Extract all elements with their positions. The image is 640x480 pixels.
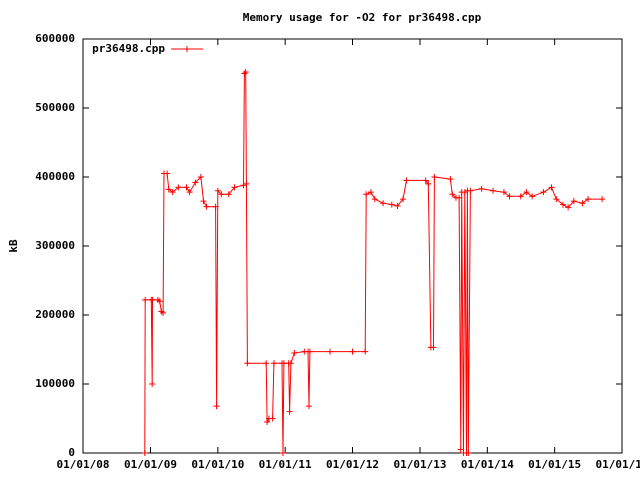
y-tick-label: 300000 <box>35 239 75 252</box>
x-tick-label: 01/01/13 <box>394 458 447 471</box>
data-point <box>183 184 190 191</box>
data-point <box>156 298 163 305</box>
data-point <box>203 203 210 210</box>
y-axis-label: kB <box>7 239 20 253</box>
data-point <box>467 187 474 194</box>
data-point <box>270 360 277 367</box>
data-point <box>449 191 456 198</box>
data-point <box>149 381 156 387</box>
data-point <box>422 177 429 184</box>
data-point <box>403 177 410 184</box>
data-point <box>456 194 463 201</box>
data-point <box>425 180 432 187</box>
data-point <box>218 191 225 198</box>
legend-label: pr36498.cpp <box>92 42 165 55</box>
data-point <box>529 193 536 200</box>
data-point <box>465 450 472 456</box>
data-point <box>457 446 464 453</box>
x-tick-label: 01/01/15 <box>528 458 581 471</box>
y-tick-label: 600000 <box>35 32 75 45</box>
data-point <box>367 189 374 196</box>
data-point <box>279 450 286 456</box>
data-point <box>388 201 395 208</box>
data-point <box>165 186 172 193</box>
data-point <box>225 191 232 198</box>
y-tick-label: 200000 <box>35 308 75 321</box>
data-point <box>363 191 370 198</box>
x-tick-label: 01/01/08 <box>57 458 110 471</box>
data-point <box>306 348 313 355</box>
data-point <box>192 179 199 186</box>
data-point <box>186 189 193 196</box>
y-tick-label: 0 <box>68 446 75 459</box>
y-tick-label: 500000 <box>35 101 75 114</box>
data-point <box>214 187 221 194</box>
data-point <box>565 204 572 211</box>
data-point <box>242 69 249 76</box>
data-point <box>264 418 271 425</box>
data-point <box>553 196 560 203</box>
data-point <box>291 349 298 356</box>
data-point <box>394 202 401 209</box>
x-tick-label: 01/01/16 <box>596 458 640 471</box>
y-tick-label: 400000 <box>35 170 75 183</box>
data-point <box>461 189 468 196</box>
data-point <box>326 348 333 355</box>
data-point <box>212 203 219 210</box>
data-point <box>400 196 407 203</box>
data-point <box>500 189 507 196</box>
data-point <box>213 403 220 410</box>
legend-marker <box>184 46 190 52</box>
data-point <box>305 403 312 410</box>
data-point <box>599 196 606 203</box>
data-point <box>169 189 176 196</box>
x-tick-label: 01/01/11 <box>259 458 312 471</box>
data-point <box>540 189 547 196</box>
data-point <box>142 296 149 303</box>
data-point <box>164 170 171 177</box>
chart-title: Memory usage for -O2 for pr36498.cpp <box>243 11 482 24</box>
data-point <box>548 184 555 191</box>
y-tick-label: 100000 <box>35 377 75 390</box>
data-point <box>447 176 454 183</box>
data-point <box>200 198 207 205</box>
data-point <box>362 348 369 355</box>
data-point <box>141 450 148 456</box>
data-point <box>349 348 356 355</box>
data-point <box>269 415 276 422</box>
data-point <box>286 408 293 415</box>
data-point <box>241 70 248 77</box>
x-tick-label: 01/01/12 <box>326 458 379 471</box>
data-point <box>579 200 586 207</box>
data-point <box>197 174 204 180</box>
data-point <box>287 360 294 367</box>
data-point <box>570 198 577 205</box>
data-point <box>490 187 497 194</box>
data-point <box>585 196 592 203</box>
data-point <box>523 189 530 196</box>
data-point <box>244 360 251 367</box>
data-point <box>559 201 566 208</box>
data-point <box>380 200 387 207</box>
data-point <box>431 174 438 180</box>
x-tick-label: 01/01/10 <box>191 458 244 471</box>
data-point <box>478 185 485 192</box>
data-point <box>175 184 182 191</box>
data-point <box>506 193 513 200</box>
data-point <box>243 180 250 187</box>
data-point <box>149 296 156 303</box>
data-point <box>240 182 247 189</box>
data-point <box>160 309 167 316</box>
data-point <box>263 360 270 367</box>
data-point <box>371 196 378 203</box>
x-tick-label: 01/01/09 <box>124 458 177 471</box>
x-tick-label: 01/01/14 <box>461 458 514 471</box>
data-point <box>231 184 238 191</box>
data-point <box>517 193 524 200</box>
data-point <box>430 344 437 351</box>
